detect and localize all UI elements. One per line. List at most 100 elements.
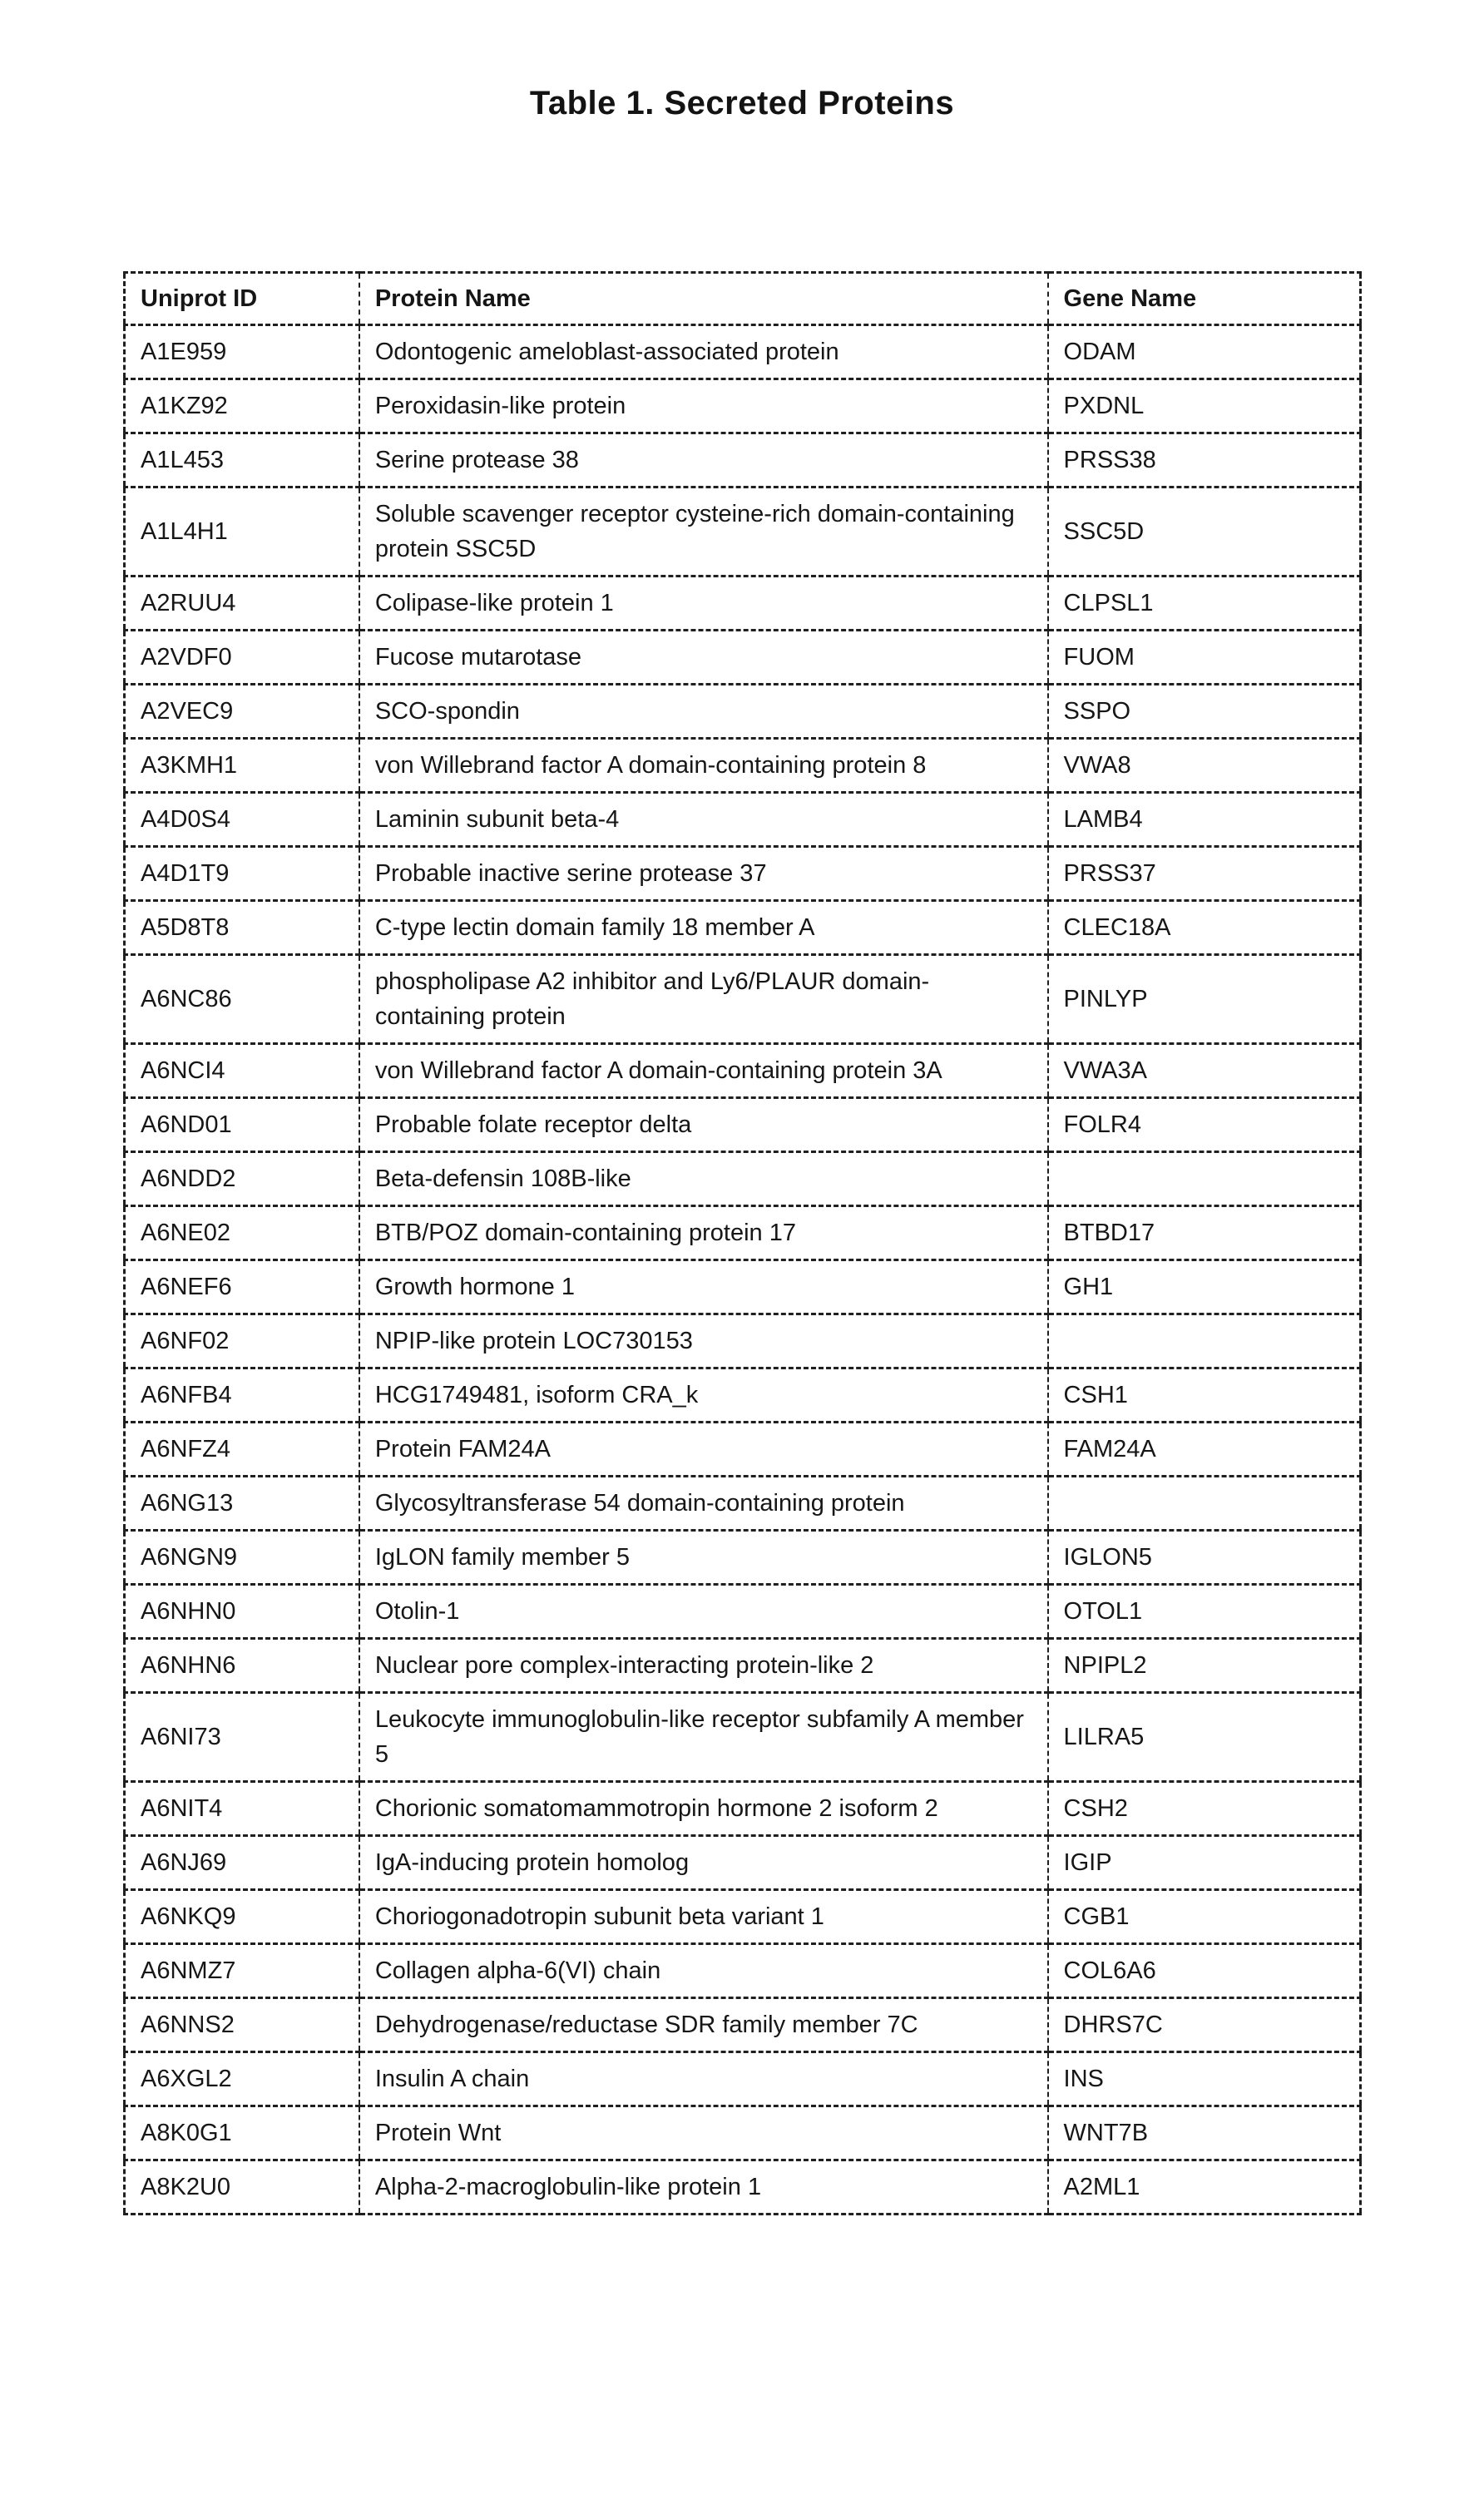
uniprot-id-cell: A6NNS2 — [123, 1997, 360, 2053]
protein-name-cell: Glycosyltransferase 54 domain-containing… — [358, 1475, 1049, 1532]
protein-name-cell: Protein Wnt — [358, 2105, 1049, 2161]
uniprot-id-cell: A6NFB4 — [123, 1367, 360, 1423]
table-row: A6ND01 Probable folate receptor delta FOLR… — [123, 1096, 1362, 1153]
protein-name-cell: Beta-defensin 108B-like — [358, 1151, 1049, 1207]
table-row: A6NJ69 IgA-inducing protein homolog IGIP — [123, 1834, 1362, 1891]
protein-name-cell: Peroxidasin-like protein — [358, 378, 1049, 434]
uniprot-id-cell: A6NI73 — [123, 1691, 360, 1783]
gene-name-cell: INS — [1046, 2051, 1362, 2107]
gene-name-cell: VWA8 — [1046, 737, 1362, 794]
table-row: A6XGL2 Insulin A chain INS — [123, 2051, 1362, 2107]
protein-name-cell: BTB/POZ domain-containing protein 17 — [358, 1205, 1049, 1261]
table-row: A6NE02 BTB/POZ domain-containing protein … — [123, 1205, 1362, 1261]
table-row: A6NIT4 Chorionic somatomammotropin hormon… — [123, 1780, 1362, 1837]
gene-name-cell — [1046, 1313, 1362, 1369]
table-row: A6NFZ4 Protein FAM24A FAM24A — [123, 1421, 1362, 1477]
protein-name-cell: Collagen alpha-6(VI) chain — [358, 1942, 1049, 1999]
header-row: Uniprot ID Protein Name Gene Name — [123, 271, 1362, 326]
uniprot-id-cell: A6ND01 — [123, 1096, 360, 1153]
uniprot-id-cell: A6NEF6 — [123, 1259, 360, 1315]
gene-name-cell: PRSS38 — [1046, 432, 1362, 488]
uniprot-id-cell: A6XGL2 — [123, 2051, 360, 2107]
gene-name-cell: CSH1 — [1046, 1367, 1362, 1423]
gene-name-cell: BTBD17 — [1046, 1205, 1362, 1261]
uniprot-id-cell: A6NKQ9 — [123, 1888, 360, 1945]
uniprot-id-cell: A4D0S4 — [123, 791, 360, 848]
table-row: A1L453 Serine protease 38 PRSS38 — [123, 432, 1362, 488]
protein-name-cell: Insulin A chain — [358, 2051, 1049, 2107]
secreted-proteins-table-container: Uniprot ID Protein Name Gene Name A1E959… — [123, 271, 1362, 2215]
table-row: A6NMZ7 Collagen alpha-6(VI) chain COL6A6 — [123, 1942, 1362, 1999]
gene-name-cell: SSC5D — [1046, 486, 1362, 577]
gene-name-cell: LAMB4 — [1046, 791, 1362, 848]
uniprot-id-cell: A6NGN9 — [123, 1529, 360, 1586]
protein-name-cell: Probable folate receptor delta — [358, 1096, 1049, 1153]
uniprot-id-cell: A2VEC9 — [123, 683, 360, 740]
table-row: A4D1T9 Probable inactive serine protease … — [123, 845, 1362, 902]
protein-name-cell: phospholipase A2 inhibitor and Ly6/PLAUR… — [358, 953, 1049, 1045]
protein-name-cell: Odontogenic ameloblast-associated protei… — [358, 324, 1049, 380]
protein-name-cell: Probable inactive serine protease 37 — [358, 845, 1049, 902]
table-row: A4D0S4 Laminin subunit beta-4 LAMB4 — [123, 791, 1362, 848]
protein-name-cell: Serine protease 38 — [358, 432, 1049, 488]
protein-name-cell: SCO-spondin — [358, 683, 1049, 740]
uniprot-id-cell: A6NCI4 — [123, 1042, 360, 1099]
table-row: A6NI73 Leukocyte immunoglobulin-like rece… — [123, 1691, 1362, 1783]
protein-name-cell: HCG1749481, isoform CRA_k — [358, 1367, 1049, 1423]
gene-name-cell — [1046, 1151, 1362, 1207]
table-row: A1KZ92 Peroxidasin-like protein PXDNL — [123, 378, 1362, 434]
protein-name-cell: Leukocyte immunoglobulin-like receptor s… — [358, 1691, 1049, 1783]
secreted-proteins-table: Uniprot ID Protein Name Gene Name A1E959… — [123, 271, 1362, 2215]
uniprot-id-cell: A6NF02 — [123, 1313, 360, 1369]
gene-name-cell: CLPSL1 — [1046, 575, 1362, 631]
protein-name-cell: Laminin subunit beta-4 — [358, 791, 1049, 848]
uniprot-id-cell: A3KMH1 — [123, 737, 360, 794]
table-row: A6NNS2 Dehydrogenase/reductase SDR family… — [123, 1997, 1362, 2053]
gene-name-cell: ODAM — [1046, 324, 1362, 380]
protein-name-cell: Fucose mutarotase — [358, 629, 1049, 685]
protein-name-cell: von Willebrand factor A domain-containin… — [358, 1042, 1049, 1099]
table-row: A6NHN6 Nuclear pore complex-interacting p… — [123, 1637, 1362, 1694]
protein-name-cell: Chorionic somatomammotropin hormone 2 is… — [358, 1780, 1049, 1837]
uniprot-id-cell: A2VDF0 — [123, 629, 360, 685]
table-row: A3KMH1 von Willebrand factor A domain-con… — [123, 737, 1362, 794]
protein-name-cell: Dehydrogenase/reductase SDR family membe… — [358, 1997, 1049, 2053]
protein-name-cell: von Willebrand factor A domain-containin… — [358, 737, 1049, 794]
protein-name-cell: NPIP-like protein LOC730153 — [358, 1313, 1049, 1369]
page-title: Table 1. Secreted Proteins — [529, 85, 955, 121]
gene-name-cell: GH1 — [1046, 1259, 1362, 1315]
protein-name-cell: Otolin-1 — [358, 1583, 1049, 1640]
column-header-protein-name: Protein Name — [358, 271, 1049, 326]
gene-name-cell — [1046, 1475, 1362, 1532]
gene-name-cell: PXDNL — [1046, 378, 1362, 434]
table-row: A6NCI4 von Willebrand factor A domain-con… — [123, 1042, 1362, 1099]
gene-name-cell: CLEC18A — [1046, 899, 1362, 956]
table-row: A8K0G1 Protein Wnt WNT7B — [123, 2105, 1362, 2161]
table-row: A6NGN9 IgLON family member 5 IGLON5 — [123, 1529, 1362, 1586]
uniprot-id-cell: A1L453 — [123, 432, 360, 488]
protein-name-cell: Growth hormone 1 — [358, 1259, 1049, 1315]
table-row: A6NC86 phospholipase A2 inhibitor and Ly6… — [123, 953, 1362, 1045]
table-row: A6NEF6 Growth hormone 1 GH1 — [123, 1259, 1362, 1315]
gene-name-cell: FOLR4 — [1046, 1096, 1362, 1153]
table-row: A2VEC9 SCO-spondin SSPO — [123, 683, 1362, 740]
uniprot-id-cell: A6NIT4 — [123, 1780, 360, 1837]
table-row: A6NDD2 Beta-defensin 108B-like — [123, 1151, 1362, 1207]
table-row: A6NFB4 HCG1749481, isoform CRA_k CSH1 — [123, 1367, 1362, 1423]
protein-name-cell: C-type lectin domain family 18 member A — [358, 899, 1049, 956]
protein-name-cell: Alpha-2-macroglobulin-like protein 1 — [358, 2159, 1049, 2215]
uniprot-id-cell: A8K2U0 — [123, 2159, 360, 2215]
uniprot-id-cell: A1L4H1 — [123, 486, 360, 577]
gene-name-cell: WNT7B — [1046, 2105, 1362, 2161]
uniprot-id-cell: A6NFZ4 — [123, 1421, 360, 1477]
protein-name-cell: Colipase-like protein 1 — [358, 575, 1049, 631]
table-row: A6NG13 Glycosyltransferase 54 domain-cont… — [123, 1475, 1362, 1532]
gene-name-cell: PINLYP — [1046, 953, 1362, 1045]
uniprot-id-cell: A6NE02 — [123, 1205, 360, 1261]
protein-name-cell: Soluble scavenger receptor cysteine-rich… — [358, 486, 1049, 577]
gene-name-cell: CSH2 — [1046, 1780, 1362, 1837]
protein-name-cell: Protein FAM24A — [358, 1421, 1049, 1477]
gene-name-cell: PRSS37 — [1046, 845, 1362, 902]
uniprot-id-cell: A1KZ92 — [123, 378, 360, 434]
gene-name-cell: A2ML1 — [1046, 2159, 1362, 2215]
